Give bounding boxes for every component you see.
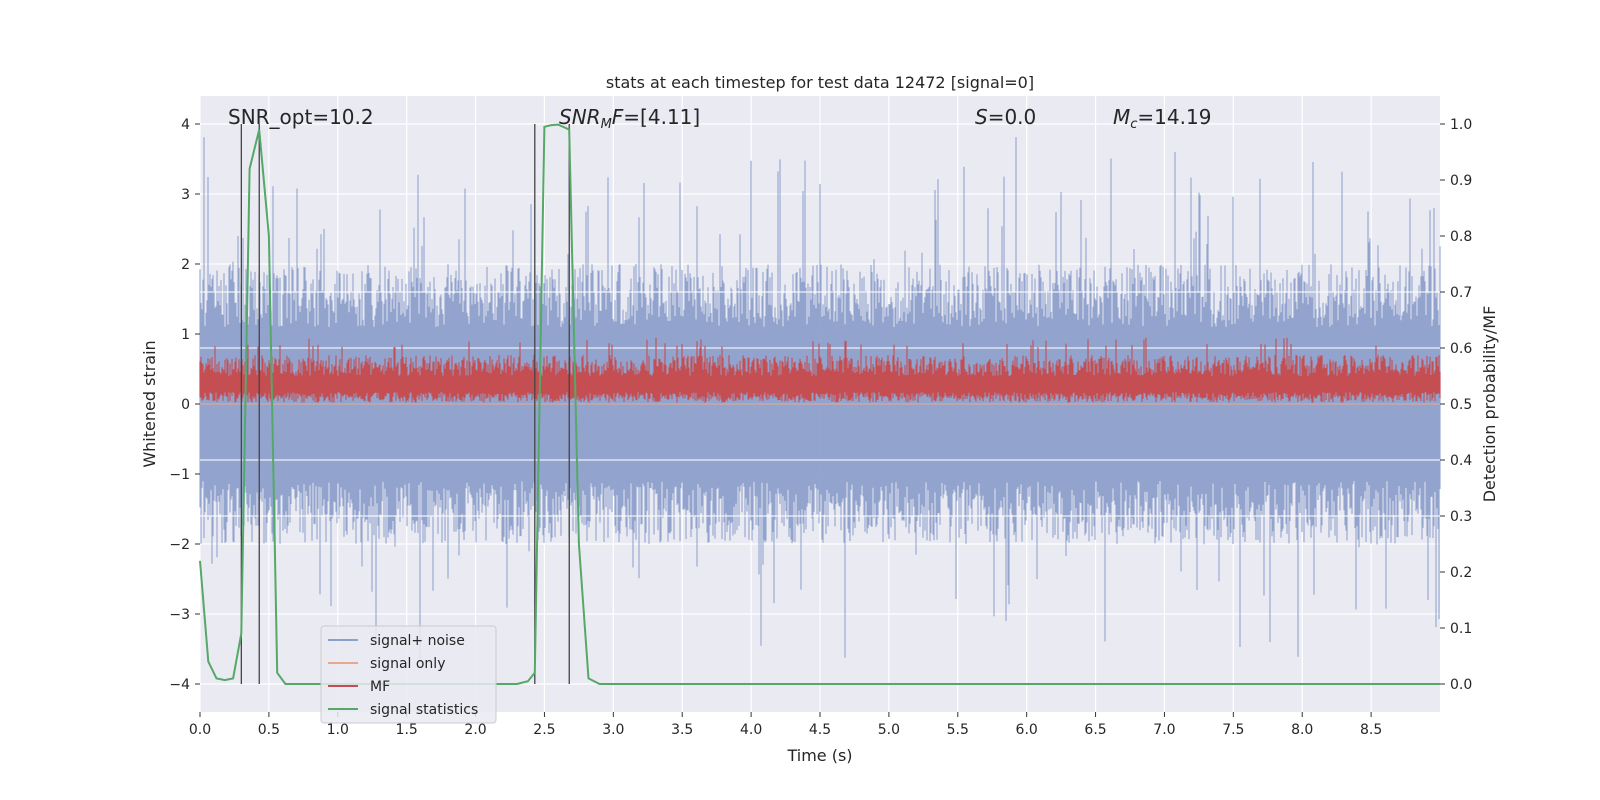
chart-title: stats at each timestep for test data 124… <box>606 73 1034 92</box>
y-left-tick-label-2: 2 <box>181 257 190 273</box>
x-tick-label-13: 6.5 <box>1084 722 1106 738</box>
y-right-tick-label-0: 1.0 <box>1450 117 1472 133</box>
y-right-tick-label-9: 0.1 <box>1450 621 1472 637</box>
x-axis-label: Time (s) <box>786 746 852 765</box>
snr-mf-value: =[4.11] <box>623 105 700 129</box>
y-axis-left-title: Whitened strain <box>140 340 159 467</box>
signal-statistics-series <box>199 123 1440 685</box>
y-left-tick-label-1: 3 <box>181 187 190 203</box>
legend-label-noise: signal+ noise <box>370 633 465 649</box>
x-tick-label-5: 2.5 <box>533 722 555 738</box>
annotation-snr-mf: SNRMF=[4.11] <box>559 105 700 132</box>
y-right-tick-label-3: 0.7 <box>1450 285 1472 301</box>
y-right-tick-label-1: 0.9 <box>1450 173 1472 189</box>
y-left-tick-label-6: −2 <box>169 537 190 553</box>
y-axis-right-ticks: 1.0 0.9 0.8 0.7 0.6 0.5 0.4 0.3 0.2 0.1 0.0 <box>1440 117 1472 693</box>
x-tick-label-0: 0.0 <box>189 722 211 738</box>
legend-box <box>320 625 497 724</box>
legend: signal+ noise signal only MF signal stat… <box>320 625 497 724</box>
legend-label-stat: signal statistics <box>370 702 478 718</box>
y-left-tick-label-3: 1 <box>181 327 190 343</box>
x-tick-label-6: 3.0 <box>602 722 624 738</box>
y-axis-left-ticks: 4 3 2 1 0 −1 −2 −3 −4 <box>169 117 200 693</box>
y-left-tick-label-8: −4 <box>169 677 190 693</box>
x-tick-label-7: 3.5 <box>671 722 693 738</box>
snr-mf-base: SNR <box>559 105 601 129</box>
mc-value: =14.19 <box>1137 105 1211 129</box>
snr-mf-sub: M <box>601 117 612 132</box>
signal-statistics-line <box>199 123 1440 685</box>
annotation-snr-opt: SNR_opt=10.2 <box>228 105 374 129</box>
x-tick-label-15: 7.5 <box>1222 722 1244 738</box>
y-left-tick-label-4: 0 <box>181 397 190 413</box>
s-label: S <box>975 105 988 129</box>
annotation-s: S=0.0 <box>975 105 1036 129</box>
y-right-tick-label-8: 0.2 <box>1450 565 1472 581</box>
x-tick-label-16: 8.0 <box>1291 722 1313 738</box>
x-tick-label-4: 2.0 <box>464 722 486 738</box>
annotation-mc: Mc=14.19 <box>1113 105 1211 132</box>
y-right-tick-label-5: 0.5 <box>1450 397 1472 413</box>
x-tick-label-10: 5.0 <box>878 722 900 738</box>
legend-label-mf: MF <box>370 679 390 695</box>
y-right-tick-label-2: 0.8 <box>1450 229 1472 245</box>
y-right-tick-label-6: 0.4 <box>1450 453 1472 469</box>
y-right-tick-label-10: 0.0 <box>1450 677 1472 693</box>
y-left-tick-label-5: −1 <box>169 467 190 483</box>
y-axis-right-label: Detection probability/MF <box>1480 306 1499 503</box>
snr-mf-f: F <box>612 105 624 129</box>
y-left-tick-label-7: −3 <box>169 607 190 623</box>
x-tick-label-9: 4.5 <box>809 722 831 738</box>
s-value: =0.0 <box>988 105 1037 129</box>
y-left-tick-label-0: 4 <box>181 117 190 133</box>
mc-base: M <box>1113 105 1130 129</box>
x-axis-ticks: 0.0 0.5 1.0 1.5 2.0 2.5 3.0 3.5 4.0 4.5 5.0 5.5 6.0 6… <box>189 712 1382 738</box>
y-right-tick-label-7: 0.3 <box>1450 509 1472 525</box>
mf-trace <box>199 337 1441 403</box>
y-right-tick-label-4: 0.6 <box>1450 341 1472 357</box>
mf-series <box>199 337 1441 403</box>
x-tick-label-12: 6.0 <box>1016 722 1038 738</box>
x-tick-label-14: 7.0 <box>1153 722 1175 738</box>
legend-label-signal-only: signal only <box>370 656 445 672</box>
x-tick-label-17: 8.5 <box>1360 722 1382 738</box>
x-tick-label-11: 5.5 <box>947 722 969 738</box>
x-tick-label-1: 0.5 <box>258 722 280 738</box>
x-tick-label-8: 4.0 <box>740 722 762 738</box>
x-tick-label-3: 1.5 <box>396 722 418 738</box>
mc-sub: c <box>1130 117 1137 132</box>
x-tick-label-2: 1.0 <box>327 722 349 738</box>
